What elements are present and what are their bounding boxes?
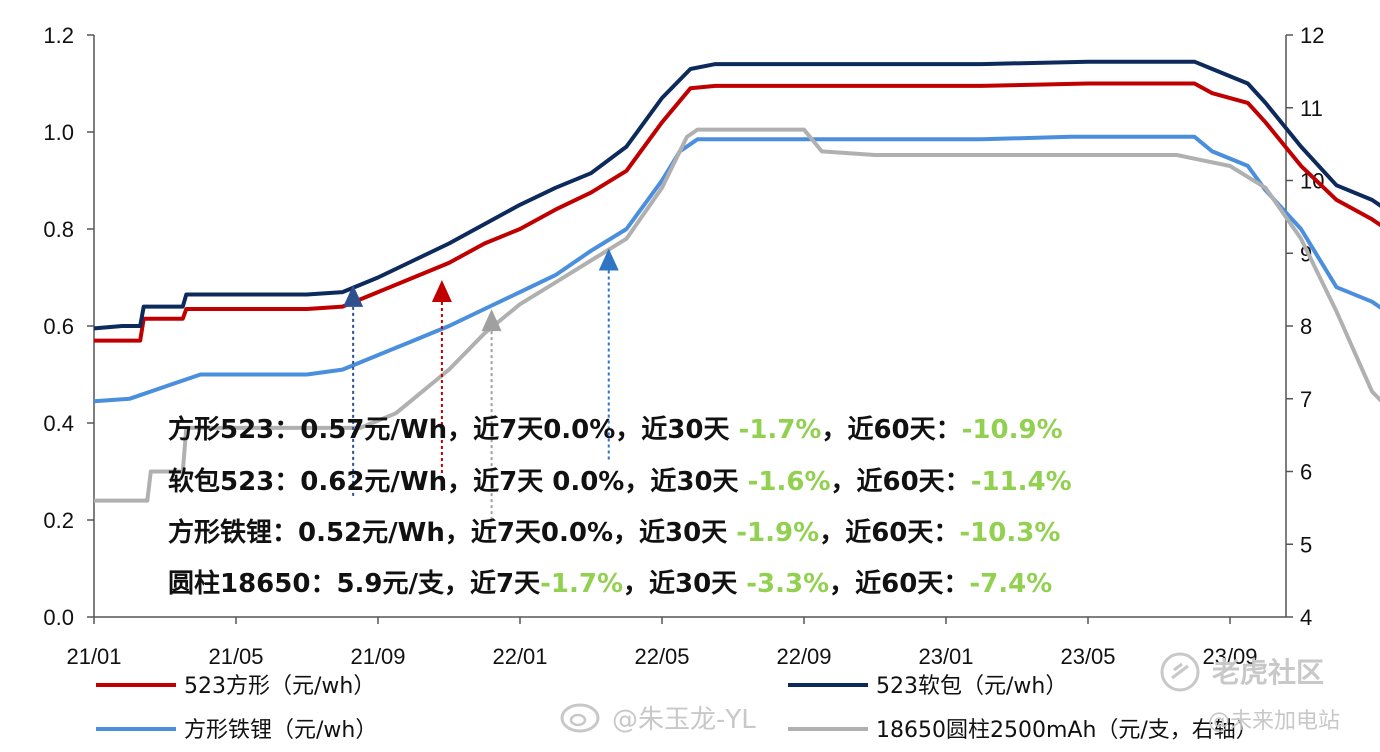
weibo-icon (560, 703, 600, 733)
series-line-3 (94, 127, 1380, 503)
legend: 523方形（元/wh） 523软包（元/wh） 方形铁锂（元/wh） 18650圆柱2… (96, 674, 1258, 743)
annotations: 方形523：0.57元/Wh，近7天0.0%，近30天 -1.7%，近60天：-… (168, 414, 1072, 599)
x-tick-label: 23/05 (1060, 644, 1115, 669)
legend-label: 523软包（元/wh） (876, 674, 1067, 699)
annotation-part: -10.3% (959, 518, 1060, 548)
left-tick-label: 1.0 (43, 120, 74, 145)
left-tick-label: 0.0 (43, 605, 74, 630)
annotation-part: -1.6% (748, 467, 831, 497)
annotation-line: 方形铁锂：0.52元/Wh，近7天0.0%，近30天 -1.9%，近60天：-1… (168, 517, 1060, 548)
legend-label: 18650圆柱2500mAh（元/支，右轴） (876, 718, 1258, 743)
right-tick-label: 10 (1300, 169, 1324, 194)
legend-label: 方形铁锂（元/wh） (184, 718, 377, 743)
markers (343, 248, 619, 522)
annotation-part: ，近60天： (831, 467, 971, 497)
annotation-part: ，近60天： (819, 518, 959, 548)
marker-triangle (598, 248, 619, 271)
marker-triangle (343, 284, 364, 307)
x-tick-label: 21/09 (350, 644, 405, 669)
watermark-right-top: 老虎社区 (1212, 656, 1324, 689)
right-tick-label: 12 (1300, 23, 1324, 48)
watermark-right-bottom: @未来加电站 (1208, 709, 1340, 734)
annotation-line: 软包523：0.62元/Wh，近7天 0.0%，近30天 -1.6%，近60天：… (168, 466, 1072, 497)
annotation-part: -3.3% (746, 569, 829, 599)
right-tick-label: 8 (1300, 314, 1312, 339)
annotation-part: 方形523：0.57元/Wh，近7天0.0%，近30天 (168, 414, 739, 445)
x-tick-label: 21/05 (208, 644, 263, 669)
annotation-part: -11.4% (971, 467, 1072, 497)
annotation-part: -10.9% (962, 415, 1063, 445)
x-tick-label: 23/09 (1202, 644, 1257, 669)
left-tick-label: 1.2 (43, 23, 74, 48)
series-line-1 (93, 59, 1380, 331)
annotation-part: ，近60天： (821, 415, 961, 445)
watermarks: @朱玉龙-YL 老虎社区 @未来加电站 (560, 652, 1340, 735)
x-tick-label: 22/01 (492, 644, 547, 669)
annotation-part: 软包523：0.62元/Wh，近7天 0.0%，近30天 (168, 466, 748, 497)
x-axis-ticks: 21/01 21/05 21/09 22/01 22/05 22/09 23/01 23/05… (66, 617, 1258, 669)
community-logo-icon (1160, 652, 1200, 692)
left-axis-ticks: 0.0 0.2 0.4 0.6 0.8 1.0 1.2 (43, 23, 94, 630)
annotation-part: 方形铁锂：0.52元/Wh，近7天0.0%，近30天 (168, 517, 736, 548)
annotation-line: 方形523：0.57元/Wh，近7天0.0%，近30天 -1.7%，近60天：-… (168, 414, 1063, 445)
right-tick-label: 4 (1300, 605, 1312, 630)
annotation-part: -7.4% (969, 569, 1052, 599)
watermark-center: @朱玉龙-YL (612, 705, 756, 735)
left-tick-label: 0.6 (43, 314, 74, 339)
left-tick-label: 0.4 (43, 411, 74, 436)
annotation-line: 圆柱18650：5.9元/支，近7天-1.7%，近30天 -3.3%，近60天：… (168, 569, 1052, 599)
marker-triangle (481, 309, 502, 332)
series-line-2 (93, 134, 1380, 404)
series-line-0 (94, 81, 1380, 343)
left-tick-label: 0.8 (43, 217, 74, 242)
annotation-part: ，近60天： (829, 569, 969, 599)
annotation-part: -1.7% (540, 569, 623, 599)
right-tick-label: 5 (1300, 532, 1312, 557)
series-lines (93, 59, 1380, 503)
left-tick-label: 0.2 (43, 508, 74, 533)
annotation-part: ，近30天 (623, 569, 746, 599)
right-tick-label: 11 (1300, 96, 1323, 121)
annotation-part: 圆柱18650：5.9元/支，近7天 (168, 569, 540, 599)
right-tick-label: 7 (1300, 387, 1312, 412)
x-tick-label: 22/09 (776, 644, 831, 669)
x-tick-label: 23/01 (918, 644, 973, 669)
legend-label: 523方形（元/wh） (184, 674, 375, 699)
x-tick-label: 22/05 (634, 644, 689, 669)
x-tick-label: 21/01 (66, 644, 121, 669)
marker-triangle (431, 280, 452, 303)
annotation-part: -1.9% (736, 518, 819, 548)
right-tick-label: 6 (1300, 460, 1312, 485)
annotation-part: -1.7% (739, 415, 822, 445)
